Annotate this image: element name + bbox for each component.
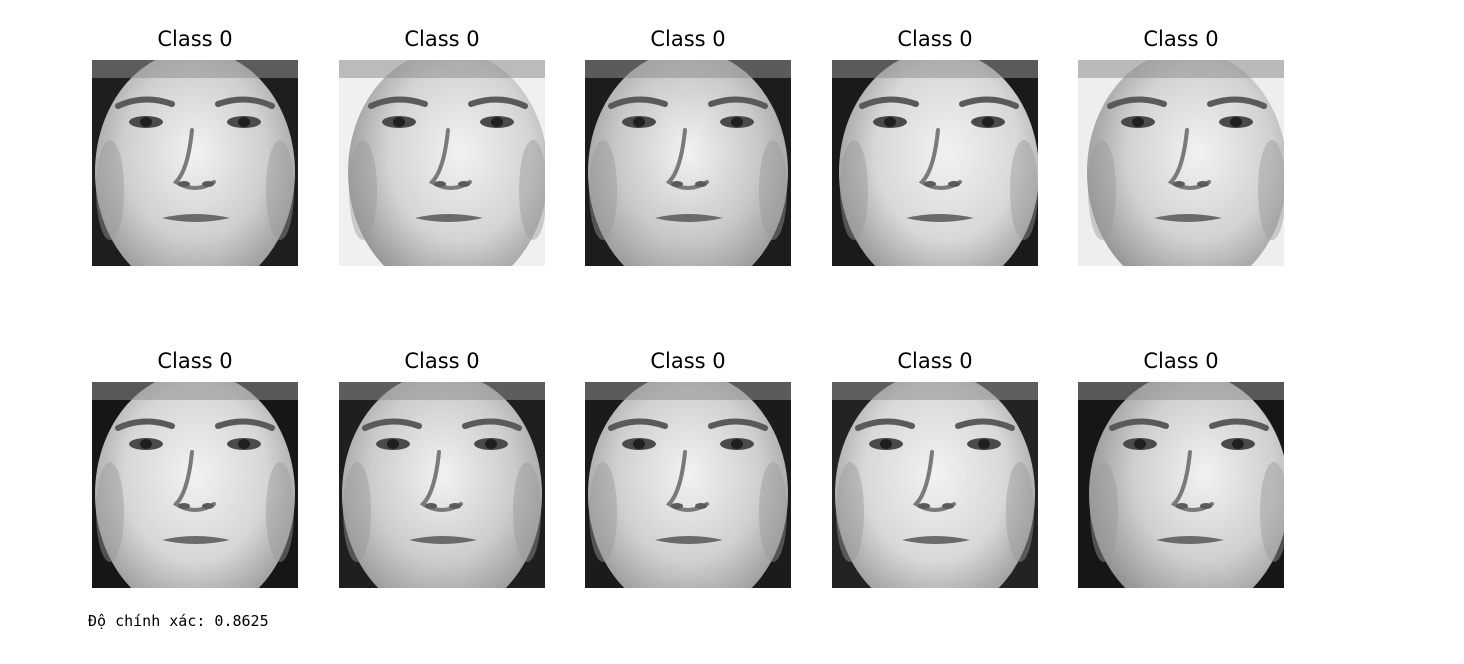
face-photo-icon bbox=[339, 60, 545, 266]
face-photo-icon bbox=[832, 382, 1038, 588]
accuracy-text: Độ chính xác: 0.8625 bbox=[88, 612, 269, 630]
face-photo-icon bbox=[339, 382, 545, 588]
face-title: Class 0 bbox=[404, 349, 480, 373]
face-title: Class 0 bbox=[897, 27, 973, 51]
face-image bbox=[339, 382, 545, 588]
face-image bbox=[92, 60, 298, 266]
face-photo-icon bbox=[1078, 382, 1284, 588]
face-title: Class 0 bbox=[650, 27, 726, 51]
face-photo-icon bbox=[92, 60, 298, 266]
face-photo-icon bbox=[585, 60, 791, 266]
face-image bbox=[1078, 382, 1284, 588]
face-title: Class 0 bbox=[404, 27, 480, 51]
face-title: Class 0 bbox=[157, 27, 233, 51]
face-image bbox=[585, 382, 791, 588]
face-image bbox=[1078, 60, 1284, 266]
face-title: Class 0 bbox=[1143, 27, 1219, 51]
face-image bbox=[92, 382, 298, 588]
face-grid: Class 0 Class 0 Class 0 Class 0 Class 0 Class… bbox=[92, 22, 1285, 592]
face-title: Class 0 bbox=[157, 349, 233, 373]
face-image bbox=[832, 382, 1038, 588]
face-photo-icon bbox=[92, 382, 298, 588]
face-title: Class 0 bbox=[1143, 349, 1219, 373]
face-photo-icon bbox=[585, 382, 791, 588]
face-image bbox=[339, 60, 545, 266]
face-image bbox=[585, 60, 791, 266]
face-photo-icon bbox=[1078, 60, 1284, 266]
face-image bbox=[832, 60, 1038, 266]
face-photo-icon bbox=[832, 60, 1038, 266]
face-title: Class 0 bbox=[650, 349, 726, 373]
face-title: Class 0 bbox=[897, 349, 973, 373]
